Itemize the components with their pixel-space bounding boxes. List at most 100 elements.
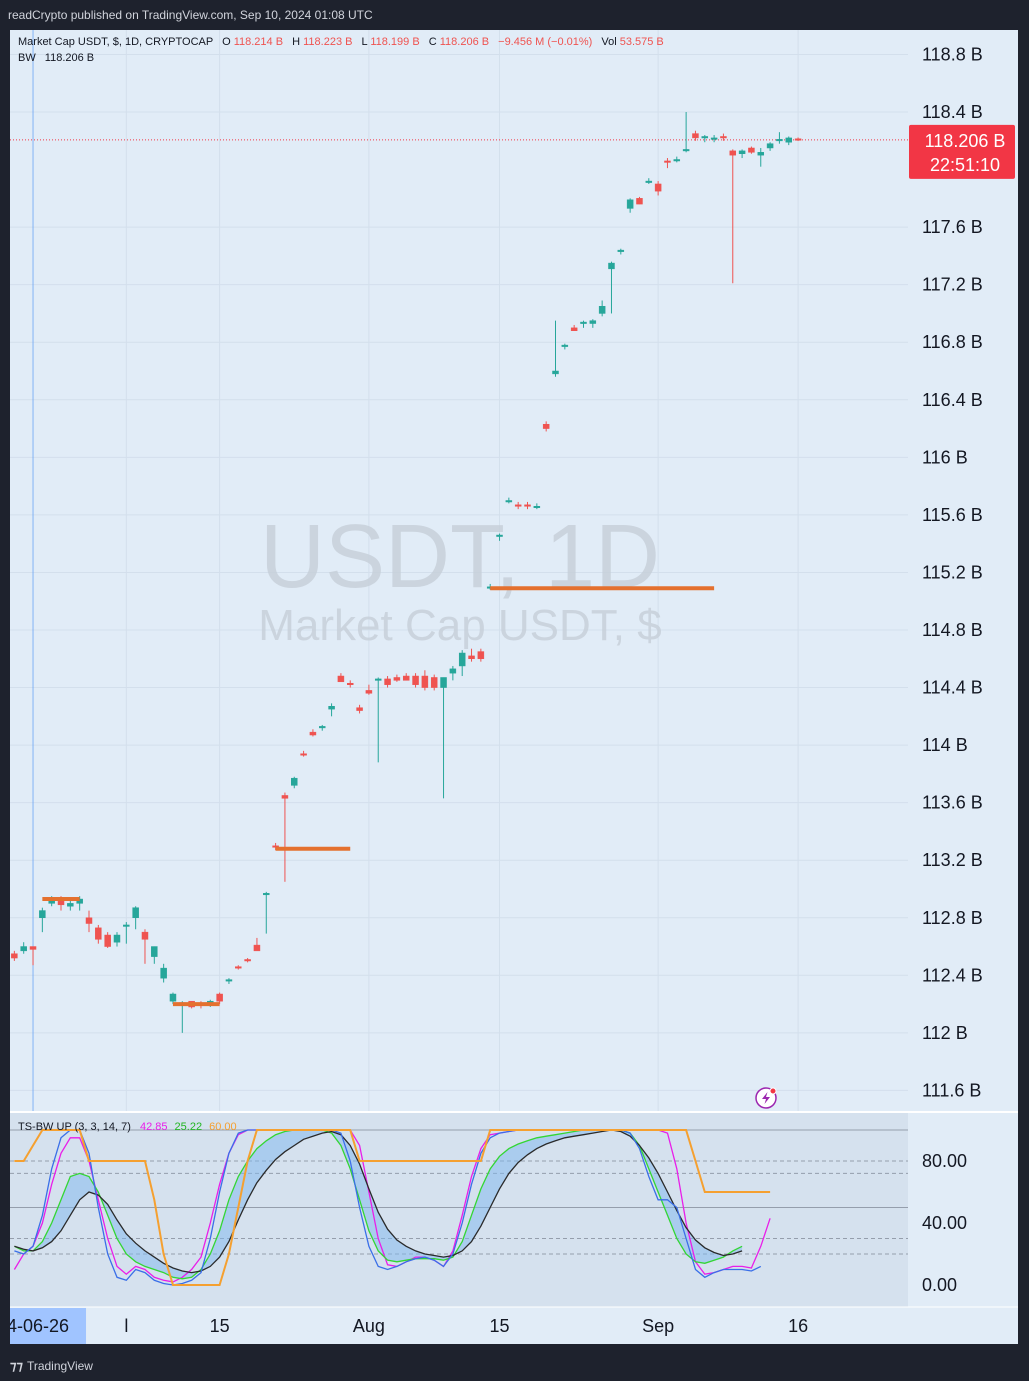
candle <box>253 937 261 952</box>
candle-body <box>533 506 541 509</box>
candle <box>626 198 634 213</box>
candle <box>701 135 709 143</box>
time-axis-label: 15 <box>210 1316 230 1336</box>
time-axis-label: 16 <box>788 1316 808 1336</box>
candle <box>552 320 559 377</box>
candle-body <box>244 959 251 962</box>
candle <box>421 670 429 691</box>
price-axis-label: 116 B <box>922 447 968 467</box>
indicator-axis-label: 40.00 <box>922 1213 967 1233</box>
candle-body <box>645 180 653 183</box>
candle-body <box>776 139 783 142</box>
candle-body <box>505 500 513 503</box>
time-axis-label: l <box>124 1316 128 1336</box>
indicator-pane[interactable]: 80.00 40.00 0.00 TS-BW UP (3, 3, 14, 7) 42… <box>10 1111 1018 1307</box>
candle-body <box>337 675 345 683</box>
price-axis-label: 114.4 B <box>922 678 983 698</box>
candle-body <box>598 306 606 314</box>
candle-body <box>67 903 74 907</box>
candle-body <box>225 979 233 982</box>
candle <box>104 932 111 948</box>
candle-body <box>673 159 681 162</box>
candle-body <box>440 677 447 688</box>
candle <box>505 497 513 504</box>
candle <box>654 181 662 196</box>
candle <box>244 958 251 963</box>
indicator-value-1: 42.85 <box>140 1121 168 1133</box>
candle-body <box>524 504 531 507</box>
candle <box>710 135 718 143</box>
price-axis-label: 114.8 B <box>922 620 983 640</box>
candle <box>29 946 37 966</box>
candle <box>720 133 727 141</box>
candle <box>794 137 802 141</box>
indicator-axis-label: 80.00 <box>922 1151 967 1171</box>
candle <box>113 932 121 947</box>
crosshair-time-label-background <box>10 1308 87 1344</box>
candle-body <box>123 924 130 927</box>
candle-body <box>449 668 457 674</box>
crosshair-time-label-text: 24-06-26 <box>10 1316 69 1336</box>
candle <box>384 676 391 688</box>
candle-body <box>291 777 298 786</box>
candle <box>291 776 298 789</box>
candle-body <box>263 893 270 896</box>
bolt-icon <box>762 1092 770 1104</box>
price-axis-label: 111.6 B <box>922 1080 981 1100</box>
indicator-cloud <box>14 1130 743 1279</box>
indicator-reference-lines <box>10 1129 908 1255</box>
candle-body <box>39 910 46 919</box>
candle <box>542 421 550 432</box>
crosshair-time-label: 24-06-26 <box>10 1308 87 1344</box>
candle-body <box>570 327 578 331</box>
legend-o-label: O <box>222 36 231 48</box>
candle <box>440 677 447 799</box>
candle-body <box>365 690 373 694</box>
price-badge-value: 118.206 B <box>925 131 1006 151</box>
candle-body <box>757 152 765 156</box>
candle-body <box>11 953 18 959</box>
price-axis-label: 115.2 B <box>922 562 983 582</box>
chart-panel[interactable]: USDT, 1D Market Cap USDT, $ Market Cap U… <box>10 30 1018 1344</box>
price-axis-label: 112 B <box>922 1023 968 1043</box>
candle-body <box>281 795 289 799</box>
candle-body <box>729 150 737 156</box>
legend-symbol: Market Cap USDT, $, 1D, CRYPTOCAP <box>18 36 213 48</box>
candle <box>458 650 466 677</box>
chart-svg[interactable]: USDT, 1D Market Cap USDT, $ Market Cap U… <box>10 30 1018 1344</box>
candle <box>235 965 242 970</box>
price-axis-label: 116.8 B <box>922 332 983 352</box>
candle-body <box>374 678 382 681</box>
publish-header: readCrypto published on TradingView.com,… <box>0 0 1029 30</box>
price-axis[interactable]: 118.8 B 118.4 B 117.6 B 117.2 B 116.8 B 116.4… <box>922 44 983 1100</box>
alert-icon[interactable] <box>755 1087 777 1109</box>
candle-body <box>748 147 755 153</box>
legend-h-value: 118.223 B <box>303 36 352 48</box>
candle <box>514 501 522 510</box>
candle-body <box>664 160 671 163</box>
candle-body <box>514 504 522 507</box>
candle <box>346 680 354 688</box>
candle <box>402 673 410 681</box>
grid-layer <box>10 30 908 1307</box>
watermark-subtitle: Market Cap USDT, $ <box>258 601 661 650</box>
candle-body <box>720 136 727 139</box>
candle-body <box>328 706 335 710</box>
time-axis-label: 15 <box>490 1316 510 1336</box>
candle <box>636 196 643 205</box>
candle-body <box>216 993 223 1002</box>
candle-body <box>626 199 634 209</box>
candle-body <box>477 651 485 660</box>
time-axis[interactable]: l 15 Aug 15 Sep 16 <box>124 1316 808 1336</box>
price-axis-label: 118.4 B <box>922 102 983 122</box>
watermark-title: USDT, 1D <box>260 507 660 607</box>
candle-body <box>113 934 121 943</box>
candle <box>589 319 597 328</box>
candle-body <box>468 655 475 660</box>
candle <box>412 673 419 688</box>
candle <box>39 907 46 933</box>
indicator-line-black <box>14 1129 743 1274</box>
candle-body <box>95 927 102 940</box>
candle-body <box>701 136 709 139</box>
candle <box>664 158 671 169</box>
